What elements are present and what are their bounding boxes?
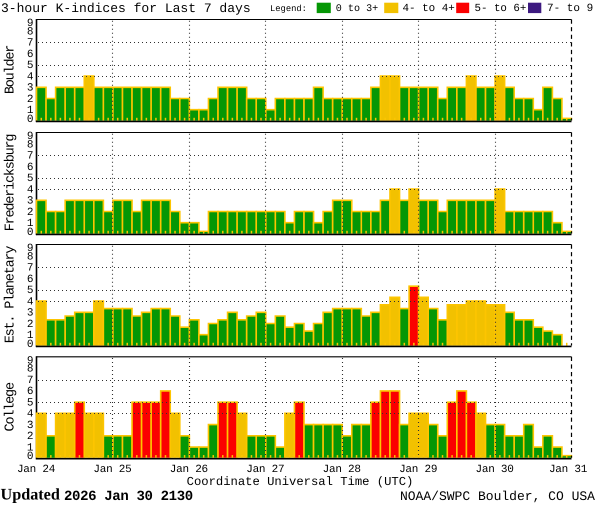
svg-text:1: 1 xyxy=(27,330,34,342)
svg-text:Jan 30: Jan 30 xyxy=(476,464,514,476)
svg-text:Jan 25: Jan 25 xyxy=(93,464,131,476)
svg-text:Coordinate Universal Time (UTC: Coordinate Universal Time (UTC) xyxy=(187,475,414,489)
svg-text:5: 5 xyxy=(27,60,34,72)
svg-text:2: 2 xyxy=(27,94,34,106)
svg-text:7: 7 xyxy=(27,151,34,163)
svg-text:0: 0 xyxy=(27,227,34,239)
svg-text:8: 8 xyxy=(27,364,34,376)
svg-text:Fredericksburg: Fredericksburg xyxy=(4,135,19,232)
svg-text:NOAA/SWPC Boulder, CO USA: NOAA/SWPC Boulder, CO USA xyxy=(400,489,595,504)
svg-text:2: 2 xyxy=(27,431,34,443)
svg-text:0: 0 xyxy=(27,114,34,126)
svg-text:Jan 27: Jan 27 xyxy=(246,464,284,476)
svg-text:3: 3 xyxy=(27,196,34,208)
svg-text:1: 1 xyxy=(27,442,34,454)
svg-text:6: 6 xyxy=(27,386,34,398)
svg-text:0: 0 xyxy=(27,451,34,463)
svg-text:1: 1 xyxy=(27,105,34,117)
svg-text:8: 8 xyxy=(27,26,34,38)
svg-text:Est. Planetary: Est. Planetary xyxy=(4,246,19,344)
svg-text:0 to 3+: 0 to 3+ xyxy=(336,4,378,15)
svg-text:8: 8 xyxy=(27,251,34,263)
svg-text:6: 6 xyxy=(27,49,34,61)
svg-text:6: 6 xyxy=(27,274,34,286)
svg-text:Jan 31: Jan 31 xyxy=(549,464,588,476)
svg-text:0: 0 xyxy=(27,339,34,351)
svg-text:5: 5 xyxy=(27,285,34,297)
svg-text:1: 1 xyxy=(27,218,34,230)
svg-text:7: 7 xyxy=(27,38,34,50)
svg-text:8: 8 xyxy=(27,139,34,151)
svg-text:5: 5 xyxy=(27,397,34,409)
svg-text:2: 2 xyxy=(27,319,34,331)
svg-text:Jan 26: Jan 26 xyxy=(170,464,208,476)
svg-text:4: 4 xyxy=(27,184,34,196)
svg-text:Boulder: Boulder xyxy=(4,46,19,94)
svg-text:9: 9 xyxy=(27,356,34,368)
svg-text:9: 9 xyxy=(27,131,34,143)
svg-text:Jan 28: Jan 28 xyxy=(323,464,361,476)
svg-text:Updated: Updated xyxy=(1,486,60,504)
svg-text:9: 9 xyxy=(27,18,34,30)
svg-text:5: 5 xyxy=(27,173,34,185)
svg-text:2: 2 xyxy=(27,207,34,219)
svg-text:Legend:: Legend: xyxy=(270,4,307,14)
svg-text:4: 4 xyxy=(27,71,34,83)
svg-text:Jan 29: Jan 29 xyxy=(399,464,437,476)
svg-text:9: 9 xyxy=(27,243,34,255)
svg-text:6: 6 xyxy=(27,162,34,174)
svg-text:4: 4 xyxy=(27,296,34,308)
svg-text:2026 Jan 30 2130: 2026 Jan 30 2130 xyxy=(64,489,193,505)
svg-text:7: 7 xyxy=(27,263,34,275)
svg-text:7- to 9: 7- to 9 xyxy=(547,3,593,15)
svg-text:4- to 4+: 4- to 4+ xyxy=(403,3,455,15)
svg-text:3: 3 xyxy=(27,83,34,95)
svg-text:5- to 6+: 5- to 6+ xyxy=(475,3,527,15)
svg-text:3-hour K-indices for Last 7 da: 3-hour K-indices for Last 7 days xyxy=(1,1,251,16)
svg-text:Jan 24: Jan 24 xyxy=(17,464,56,476)
svg-text:3: 3 xyxy=(27,420,34,432)
svg-text:4: 4 xyxy=(27,409,34,421)
svg-text:College: College xyxy=(4,382,19,431)
svg-text:7: 7 xyxy=(27,375,34,387)
svg-text:3: 3 xyxy=(27,308,34,320)
